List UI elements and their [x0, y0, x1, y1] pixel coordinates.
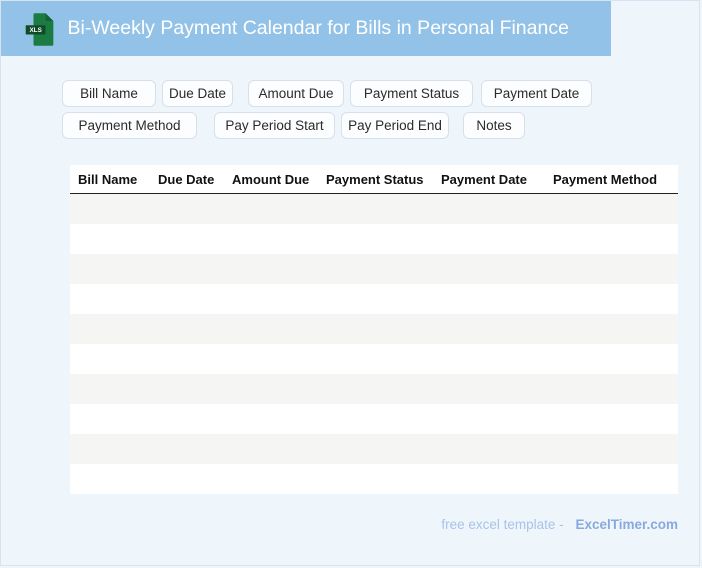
svg-text:XLS: XLS [29, 26, 41, 33]
